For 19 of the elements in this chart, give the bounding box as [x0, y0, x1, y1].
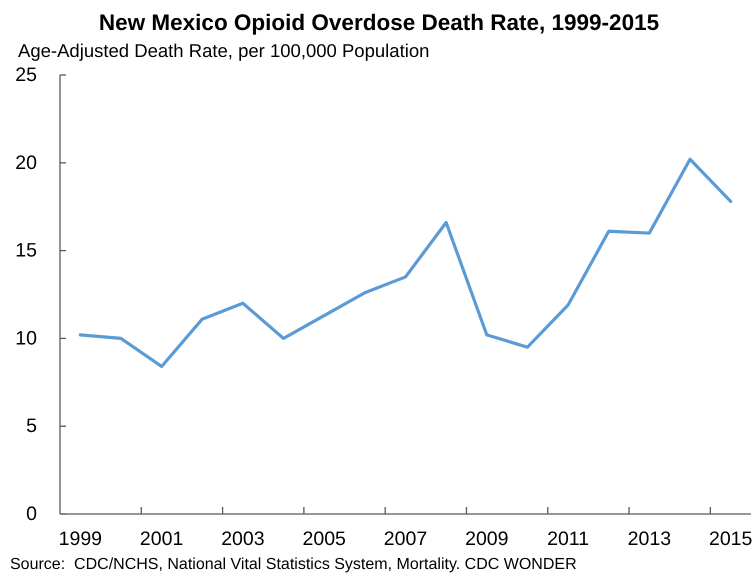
- y-tick-label: 10: [15, 327, 38, 350]
- x-tick-label: 2003: [221, 528, 265, 550]
- line-series: [78, 158, 732, 368]
- x-tick-label: 1999: [58, 528, 102, 550]
- y-tick-label: 5: [26, 415, 38, 438]
- x-tick-label: 2001: [140, 528, 184, 550]
- y-tick-label: 0: [26, 503, 38, 525]
- source-note: Source: CDC/NCHS, National Vital Statistics System, Mortality. CDC WONDER: [10, 556, 577, 573]
- y-tick-label: 20: [15, 152, 38, 174]
- y-tick-label: 25: [15, 64, 38, 86]
- x-tick-label: 2009: [465, 528, 508, 550]
- x-tick-label: 2007: [384, 528, 428, 550]
- y-tick-label: 15: [15, 240, 38, 262]
- y-axis-title: Age-Adjusted Death Rate, per 100,000 Population: [18, 40, 430, 61]
- chart-title: New Mexico Opioid Overdose Death Rate, 1999-2015: [98, 10, 660, 35]
- x-tick-label: 2005: [302, 528, 346, 550]
- x-tick-label: 2013: [628, 528, 672, 550]
- x-tick-label: 2011: [547, 528, 590, 550]
- x-tick-label: 2015: [708, 528, 753, 550]
